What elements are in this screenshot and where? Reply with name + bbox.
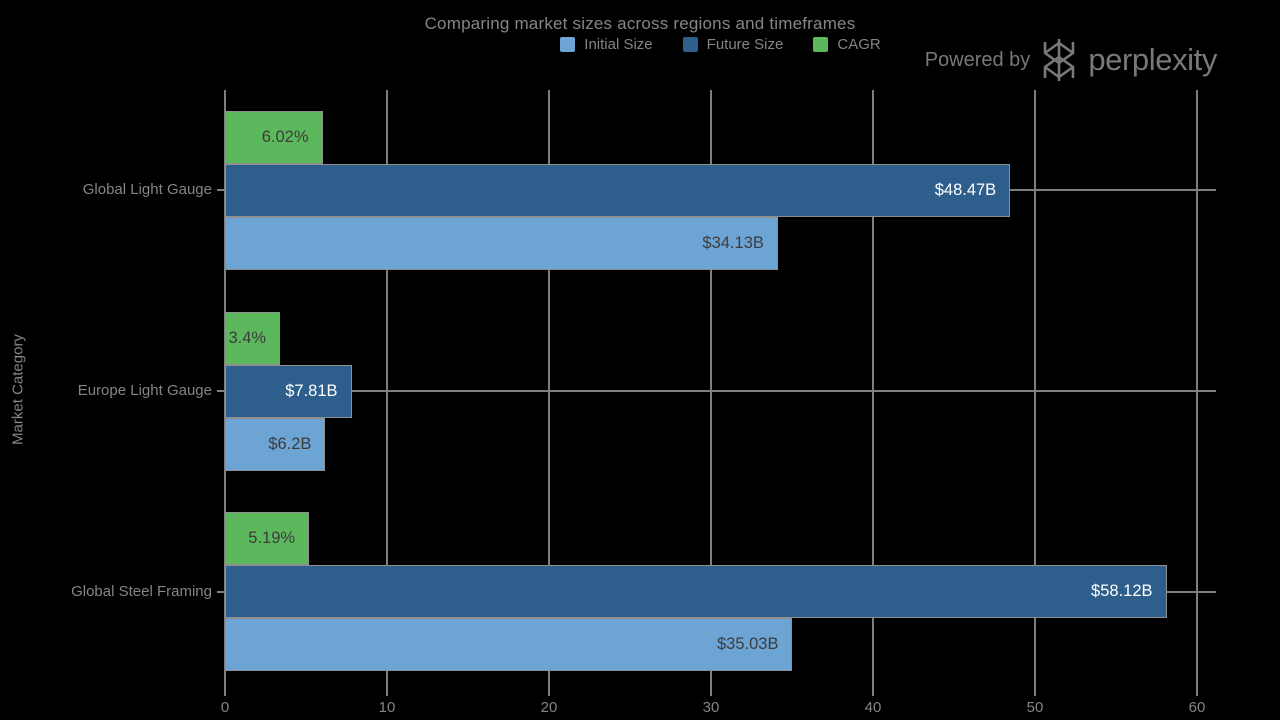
x-tick-label: 20 xyxy=(540,699,558,716)
category-label: Global Light Gauge xyxy=(82,181,212,199)
x-tick-label: 60 xyxy=(1188,699,1206,716)
branding: Powered by perplexity xyxy=(925,38,1217,82)
x-tick-label: 40 xyxy=(864,699,882,716)
x-tick-label: 0 xyxy=(220,699,230,716)
x-gridline xyxy=(386,90,388,696)
category-label: Europe Light Gauge xyxy=(77,382,212,399)
x-gridline xyxy=(710,90,712,696)
bar-future-size[interactable]: $7.81B xyxy=(225,364,352,418)
legend: Initial Size Future Size CAGR xyxy=(225,33,1216,55)
legend-item-future-size[interactable]: Future Size xyxy=(682,35,784,53)
bar-value-label: $48.47B xyxy=(934,180,997,199)
x-gridline xyxy=(1196,90,1198,696)
x-gridline xyxy=(872,90,874,696)
x-gridline xyxy=(548,90,550,696)
perplexity-logo-icon xyxy=(1044,39,1075,81)
bar-value-label: $58.12B xyxy=(1091,582,1153,601)
bar-value-label: $6.2B xyxy=(268,434,312,453)
bar-initial-size[interactable]: $6.2B xyxy=(225,417,326,471)
legend-swatch xyxy=(682,36,698,52)
category-label: Global Steel Framing xyxy=(71,582,212,600)
bar-value-label: 6.02% xyxy=(261,127,309,146)
x-gridline xyxy=(1034,90,1036,696)
bar-cagr[interactable]: 3.4% xyxy=(225,311,281,365)
legend-swatch xyxy=(813,36,829,52)
y-tick-mark xyxy=(217,590,224,593)
legend-label: CAGR xyxy=(837,35,881,53)
bar-value-label: $35.03B xyxy=(717,635,779,654)
chart-title: Comparing market sizes across regions an… xyxy=(424,14,856,33)
bar-future-size[interactable]: $58.12B xyxy=(225,565,1167,619)
perplexity-wordmark: perplexity xyxy=(1088,42,1217,77)
bar-cagr[interactable]: 6.02% xyxy=(225,110,323,164)
legend-item-initial-size[interactable]: Initial Size xyxy=(560,35,653,53)
x-tick-label: 50 xyxy=(1026,699,1044,716)
y-tick-mark xyxy=(217,189,224,192)
bar-value-label: $7.81B xyxy=(285,381,338,400)
bar-value-label: $34.13B xyxy=(702,233,764,252)
legend-label: Future Size xyxy=(706,35,784,53)
bar-cagr[interactable]: 5.19% xyxy=(225,512,310,566)
bar-future-size[interactable]: $48.47B xyxy=(225,163,1011,217)
x-tick-label: 10 xyxy=(378,699,396,716)
bar-initial-size[interactable]: $35.03B xyxy=(225,618,793,672)
x-tick-label: 30 xyxy=(702,699,720,716)
legend-swatch xyxy=(560,36,576,52)
bar-value-label: 3.4% xyxy=(228,328,267,347)
y-tick-mark xyxy=(217,390,224,392)
category-gridline xyxy=(225,390,1216,392)
powered-by-text: Powered by xyxy=(924,48,1031,71)
bar-initial-size[interactable]: $34.13B xyxy=(225,216,778,270)
legend-label: Initial Size xyxy=(584,35,653,53)
legend-item-cagr[interactable]: CAGR xyxy=(813,35,881,53)
bar-value-label: 5.19% xyxy=(248,529,296,548)
